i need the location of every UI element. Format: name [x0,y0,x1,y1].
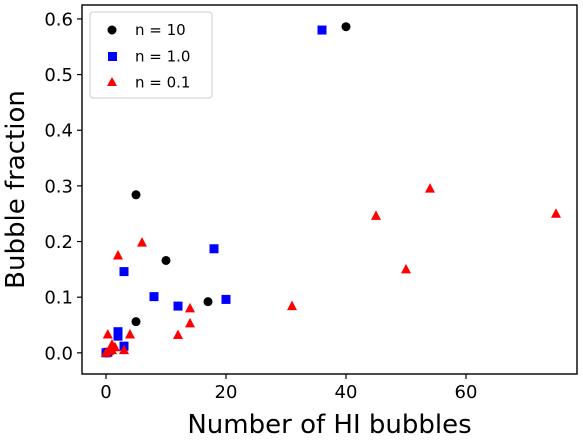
data-point-series-0 [203,297,213,307]
data-point-series-2 [173,329,183,340]
legend-marker-n10 [107,25,117,35]
x-tick-label: 20 [215,382,238,403]
y-tick-label: 0.2 [44,232,73,253]
data-point-series-2 [287,300,297,311]
y-axis-title: Bubble fraction [1,90,31,289]
data-point-series-2 [110,341,120,352]
plot-frame [81,4,578,375]
legend-marker-n01 [107,77,117,86]
data-point-series-2 [401,263,411,274]
x-axis-title: Number of HI bubbles [187,410,471,440]
data-point-series-1 [209,244,219,254]
axis-ticks: 0 20 40 60 0.0 0.1 0.2 0.3 0.4 0.5 0.6 [44,9,477,403]
data-point-series-0 [341,22,351,32]
data-point-series-0 [131,190,141,200]
data-point-series-2 [425,183,435,193]
data-point-series-2 [125,328,135,339]
data-point-series-1 [173,301,183,311]
data-point-series-2 [371,210,381,220]
data-point-series-0 [131,317,141,327]
legend-label-n01: n = 0.1 [135,74,190,92]
data-point-series-2 [119,344,129,355]
x-tick-label: 0 [100,382,111,403]
legend-box [89,11,213,99]
data-point-series-1 [119,267,129,277]
plot-area [101,22,561,358]
data-point-series-2 [137,237,147,247]
y-tick-label: 0.5 [44,65,73,86]
y-tick-label: 0.0 [44,343,73,364]
y-tick-label: 0.6 [44,9,73,30]
x-tick-label: 60 [455,382,478,403]
legend-label-n1: n = 1.0 [135,48,190,66]
data-point-series-1 [113,331,123,341]
legend-marker-n1 [108,52,117,61]
data-point-series-1 [221,294,231,304]
legend-label-n10: n = 10 [135,21,186,39]
y-tick-label: 0.1 [44,288,73,309]
data-point-series-0 [161,255,171,265]
x-tick-label: 40 [335,382,358,403]
y-tick-label: 0.3 [44,176,73,197]
data-point-series-2 [185,317,195,328]
data-point-series-1 [317,25,327,35]
y-tick-label: 0.4 [44,121,73,142]
legend: n = 10 n = 1.0 n = 0.1 [89,11,213,99]
data-point-series-2 [102,328,113,339]
data-point-series-2 [551,208,561,218]
data-point-series-1 [149,292,159,302]
data-point-series-2 [185,302,195,313]
data-point-series-2 [113,249,123,260]
